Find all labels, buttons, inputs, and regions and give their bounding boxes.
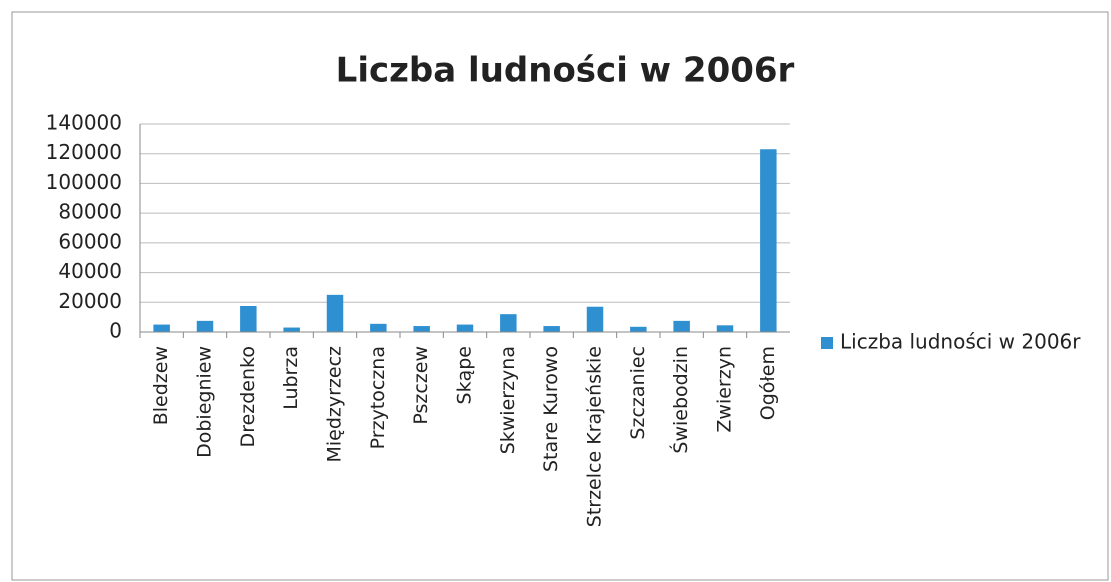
y-tick-label: 40000 (58, 259, 122, 283)
bar (673, 320, 690, 332)
x-tick-label: Pszczew (410, 346, 432, 425)
bar (153, 324, 170, 332)
bar (413, 326, 430, 332)
x-tick-label: Skąpe (454, 346, 476, 404)
bar (370, 323, 387, 332)
bar (630, 326, 647, 332)
x-tick-label: Ogółem (757, 346, 779, 420)
x-tick-label: Szczaniec (627, 346, 649, 440)
chart-title: Liczba ludności w 2006r (336, 51, 795, 91)
x-tick-label: Stare Kurowo (540, 346, 562, 472)
x-tick-label: Lubrza (280, 346, 302, 410)
x-tick-label: Zwierzyn (714, 346, 736, 433)
bar (760, 149, 777, 332)
x-tick-label: Świebodzin (668, 346, 692, 454)
legend-swatch (821, 337, 833, 349)
y-tick-label: 80000 (58, 200, 122, 224)
bar (716, 325, 734, 332)
x-tick-label: Strzelce Krajeńskie (584, 346, 606, 527)
bar (543, 326, 560, 332)
y-tick-label: 120000 (46, 140, 122, 164)
bar (586, 306, 604, 332)
bar (240, 306, 257, 332)
x-tick-label: Przytoczna (367, 346, 389, 449)
chart-border (11, 11, 1109, 581)
bar (500, 314, 517, 332)
y-tick-label: 60000 (58, 229, 122, 253)
x-tick-label: Międzyrzecz (324, 346, 346, 463)
bar (326, 294, 344, 332)
bar (283, 327, 300, 332)
x-tick-label: Dobiegniew (194, 346, 216, 458)
bar (456, 324, 474, 332)
x-tick-label: Drezdenko (237, 346, 259, 447)
x-tick-label: Skwierzyna (497, 346, 519, 454)
y-tick-label: 0 (109, 319, 122, 343)
y-tick-label: 140000 (46, 111, 122, 135)
legend-label: Liczba ludności w 2006r (840, 330, 1081, 354)
bar (196, 320, 214, 332)
y-tick-label: 100000 (46, 170, 122, 194)
y-tick-label: 20000 (58, 289, 122, 313)
x-tick-label: Bledzew (150, 346, 172, 425)
